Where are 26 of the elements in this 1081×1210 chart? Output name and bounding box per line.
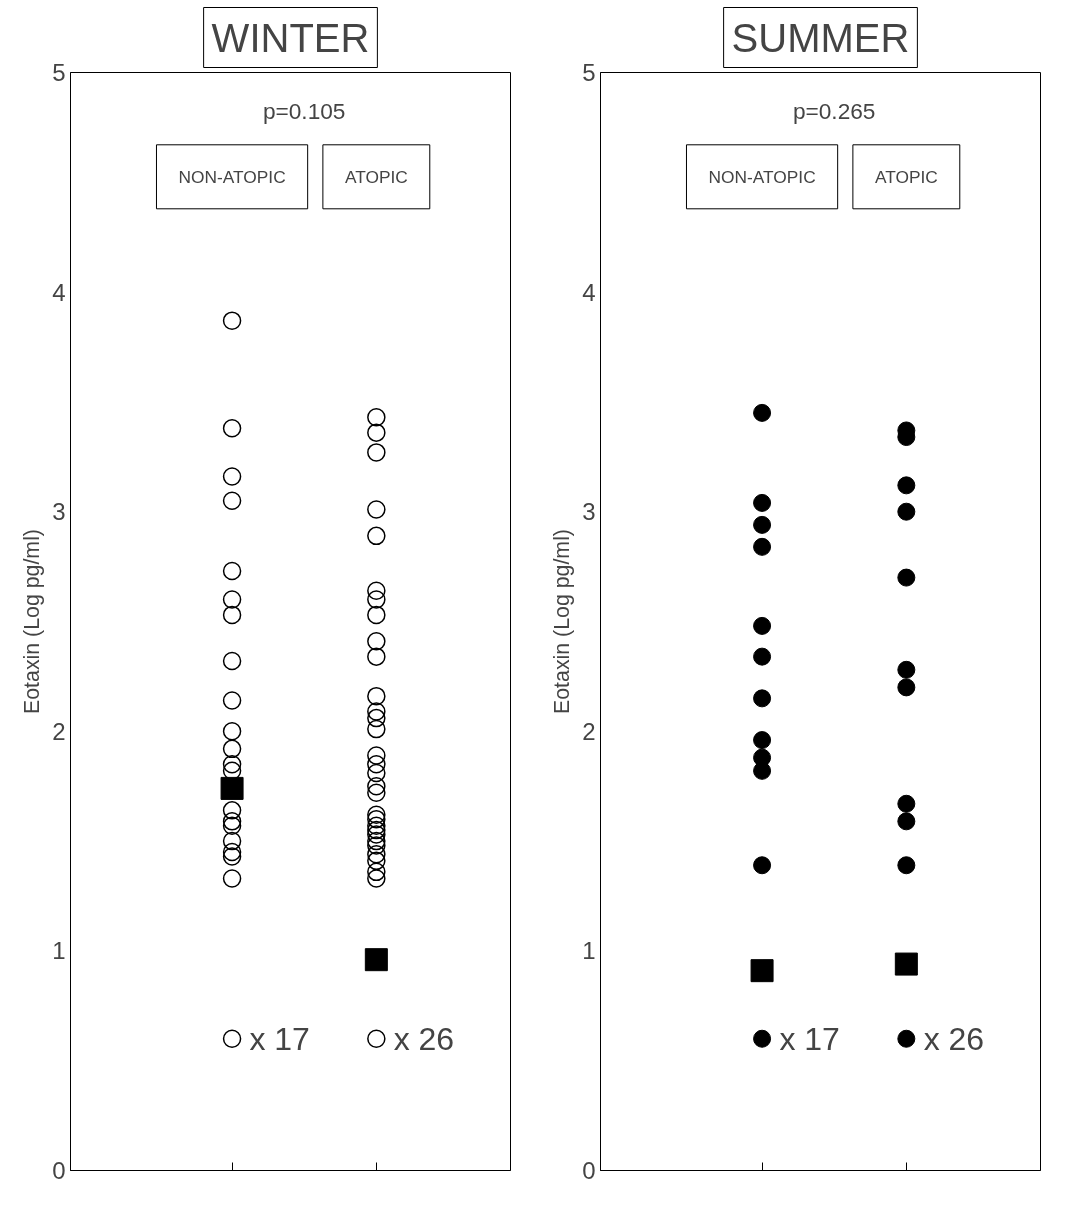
y-tick-label: 4	[582, 278, 596, 306]
annotation: x 17	[249, 1020, 310, 1057]
annotation: p=0.105	[262, 97, 346, 124]
category-label: ATOPIC	[874, 166, 938, 187]
y-axis-title: Eotaxin (Log pg/ml)	[20, 529, 45, 714]
annotation: x 26	[923, 1020, 985, 1057]
annotation: x 17	[779, 1020, 840, 1057]
y-tick-label: 0	[582, 1157, 596, 1184]
chart-title: SUMMER	[731, 15, 910, 60]
y-tick-label: 1	[582, 937, 596, 965]
y-axis-title: Eotaxin (Log pg/ml)	[550, 529, 575, 714]
y-tick-label: 5	[582, 59, 596, 86]
y-tick-label: 1	[52, 937, 66, 965]
y-tick-label: 3	[582, 498, 596, 526]
category-label: NON-ATOPIC	[708, 166, 816, 187]
category-label: NON-ATOPIC	[178, 166, 286, 187]
y-tick-label: 0	[52, 1157, 66, 1184]
y-tick-label: 4	[52, 278, 66, 306]
annotation: x 26	[393, 1020, 455, 1057]
y-tick-label: 3	[52, 498, 66, 526]
category-label: ATOPIC	[344, 166, 408, 187]
y-tick-label: 2	[52, 717, 66, 745]
y-tick-label: 5	[52, 59, 66, 86]
y-tick-label: 2	[582, 717, 596, 745]
annotation: p=0.265	[792, 97, 876, 124]
chart-title: WINTER	[211, 15, 370, 60]
